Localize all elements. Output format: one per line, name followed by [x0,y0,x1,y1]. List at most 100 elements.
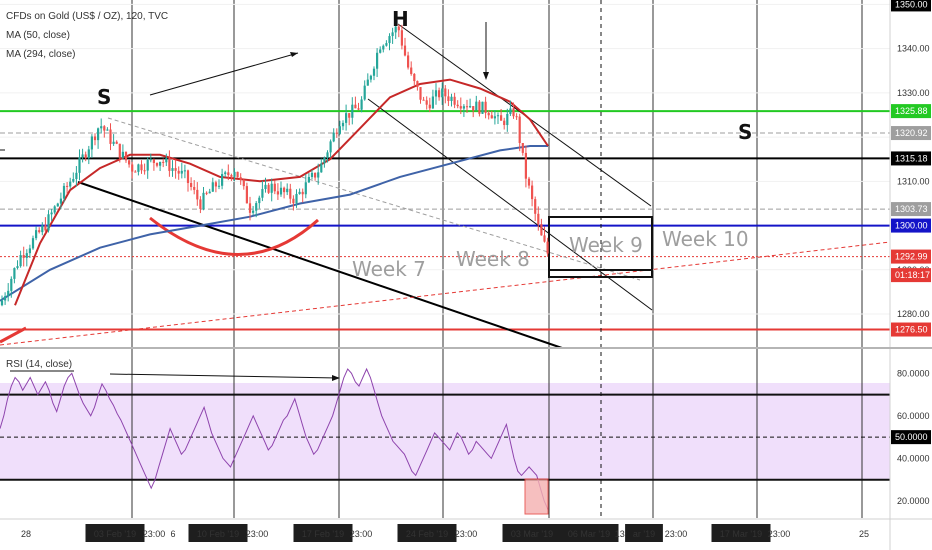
candle-body [509,108,512,114]
legend-ma50[interactable]: MA (50, close) [6,30,70,41]
candle-body [385,43,388,46]
price-badge-label: 1303.73 [895,204,928,214]
candle-body [93,136,97,141]
candle-body [171,168,174,171]
rsi-arrow-2[interactable] [109,373,339,379]
price-badge[interactable] [891,0,931,12]
candle-body [524,152,527,179]
time-badge[interactable] [625,524,663,542]
price-badge[interactable] [891,202,931,217]
arrow-up-right[interactable] [149,52,299,96]
time-tick-label: 25 [859,529,869,539]
candle-body [230,175,233,177]
candle-body [301,191,304,195]
candle-body [469,106,472,108]
candle-body [128,160,131,165]
candle-body [177,170,180,174]
rsi-path[interactable] [0,367,549,510]
red-slash-mark[interactable] [0,326,27,344]
price-badge[interactable] [891,218,931,233]
grey-dashed-trendline[interactable] [107,117,641,281]
cup-arc[interactable] [149,216,320,256]
candle-body [407,55,410,68]
price-axis[interactable]: 1280.001290.001300.001310.001320.001330.… [891,0,931,337]
time-badge[interactable] [188,524,248,542]
candle-body [304,182,307,195]
candle-body [28,248,31,254]
candle-body [314,172,317,178]
candle-body [416,81,419,88]
time-tick-label: 03 Mar '19 [511,529,553,539]
rsi-level-badge[interactable] [891,430,931,445]
rising-dotted-trendline[interactable] [0,241,891,346]
time-tick-label: 06 Mar '19 [568,529,610,539]
price-badge[interactable] [891,268,931,283]
price-badge[interactable] [891,151,931,166]
candle-body [472,106,475,111]
candle-body [518,116,521,144]
pattern-label[interactable]: H [392,7,409,31]
time-axis[interactable]: 28 03 Feb '19 23:00 6 10 Feb '19 23:00 17 Feb … [21,524,869,542]
candle-body [540,224,543,236]
ma-294-path[interactable] [0,145,548,302]
candle-body [214,182,217,187]
price-badge[interactable] [891,126,931,141]
time-badge[interactable] [293,524,353,542]
time-badge[interactable] [711,524,771,542]
candle-body [546,241,549,254]
candle-body [500,115,503,121]
week-label[interactable]: Week 10 [662,227,749,251]
candle-body [100,126,103,129]
candle-body [534,199,537,214]
legend-ma294[interactable]: MA (294, close) [6,49,75,60]
time-tick-label: 23:00 [143,529,166,539]
time-badge[interactable] [502,524,562,542]
time-badge[interactable] [397,524,457,542]
candle-body [527,178,531,186]
rsi-band-fill [0,383,890,479]
pattern-label[interactable]: S [738,120,752,144]
candle-body [267,184,270,193]
time-tick-label: ar '19 [633,529,655,539]
candle-body [155,163,159,166]
time-badge[interactable] [85,524,145,542]
price-badge[interactable] [891,104,931,119]
candle-body [90,136,93,150]
candle-body [245,186,248,204]
price-badge[interactable] [891,322,931,337]
candle-body [332,132,335,142]
rsi-axis[interactable]: 20.0000 40.0000 60.0000 80.0000 50.0000 [891,368,931,506]
week-label[interactable]: Week 8 [456,247,530,271]
week-label[interactable]: Week 7 [352,257,426,281]
candle-body [475,101,478,111]
channel-lower-line[interactable] [367,98,653,311]
candle-body [521,143,524,153]
candle-body [413,73,416,82]
candle-body [143,170,146,172]
rsi-highlight-box[interactable] [524,478,549,515]
candle-body [50,212,53,215]
candle-body [16,266,19,269]
candle-body [326,152,329,158]
pattern-label[interactable]: S [97,85,111,109]
horizontal-levels [0,110,890,331]
time-tick-label: 10 Feb '19 [197,529,239,539]
support-trendline[interactable] [77,181,563,349]
candle-body [22,254,25,258]
time-badge[interactable] [559,524,619,542]
ma-50-path[interactable] [14,78,549,306]
candle-body [447,96,450,101]
candle-body [434,90,438,97]
candle-body [462,106,465,109]
legend-rsi[interactable]: RSI (14, close) [6,359,72,370]
candle-body [283,187,286,193]
candle-body [78,157,81,173]
candle-body [25,253,28,258]
rsi-arrow-2-head [332,375,340,381]
candle-body [56,203,59,207]
price-badge[interactable] [891,249,931,264]
week-label[interactable]: Week 9 [569,233,643,257]
candle-body [506,113,509,126]
price-tick-label: 1310.00 [897,176,930,186]
